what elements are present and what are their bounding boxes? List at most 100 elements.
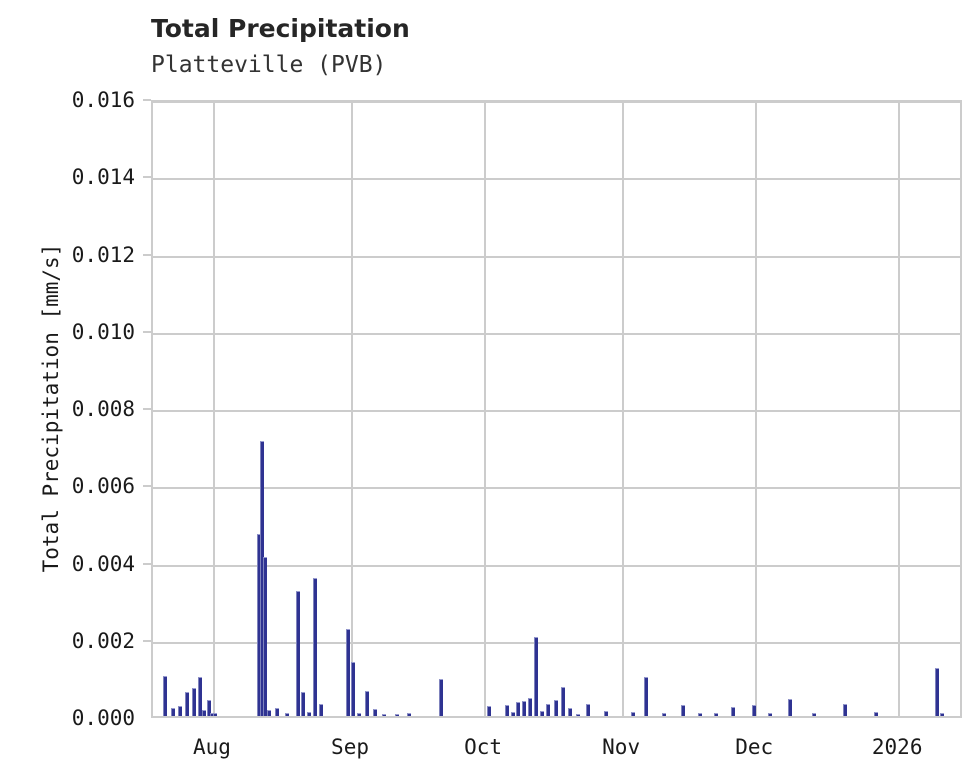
bar: [487, 705, 492, 716]
y-axis-tick-mark: [143, 562, 151, 565]
y-axis-tick-label: 0.006: [71, 474, 135, 499]
bar: [504, 704, 509, 716]
y-axis-tick-label: 0.000: [71, 706, 135, 730]
bar: [510, 712, 515, 716]
y-axis-tick-label: 0.014: [71, 165, 135, 190]
bar: [307, 712, 312, 716]
gridline-vertical: [351, 102, 354, 716]
bar: [202, 709, 207, 716]
bar: [346, 628, 351, 716]
bar: [350, 661, 355, 716]
bar: [603, 711, 608, 716]
plot-area: [151, 100, 962, 718]
bar: [516, 701, 521, 716]
gridline-vertical: [898, 102, 901, 716]
gridline-vertical: [622, 102, 625, 716]
gridline-horizontal: [153, 487, 960, 490]
bar: [295, 590, 300, 716]
y-axis-tick-label: 0.012: [71, 242, 135, 267]
bar: [568, 707, 573, 716]
bar: [285, 712, 290, 716]
bar: [662, 712, 667, 716]
bar: [644, 677, 649, 716]
y-axis-tick-mark: [143, 253, 151, 256]
bar: [767, 712, 772, 716]
bar: [356, 712, 361, 716]
bar: [178, 705, 183, 716]
gridline-horizontal: [153, 178, 960, 181]
bar: [213, 713, 217, 716]
x-axis-tick-label: Oct: [464, 735, 503, 759]
chart-subtitle: Platteville (PVB): [151, 52, 387, 78]
y-axis-tick-label: 0.004: [71, 551, 135, 576]
y-axis-tick-label: 0.016: [71, 88, 135, 112]
bar: [266, 709, 271, 716]
bar: [811, 712, 816, 716]
gridline-vertical: [212, 102, 215, 716]
bar: [209, 712, 214, 716]
bar: [381, 713, 386, 716]
gridline-horizontal: [153, 255, 960, 258]
bar: [873, 711, 878, 716]
gridline-horizontal: [153, 641, 960, 644]
bar: [275, 707, 280, 716]
y-axis-tick-mark: [143, 408, 151, 410]
gridline-horizontal: [153, 101, 960, 103]
y-axis-tick-mark: [143, 330, 151, 333]
bar: [731, 707, 736, 716]
gridline-vertical: [755, 102, 758, 716]
bar: [534, 636, 539, 716]
bar: [206, 700, 211, 716]
bar: [319, 704, 324, 716]
bar: [162, 675, 167, 716]
bar: [630, 711, 635, 716]
x-axis-tick-label: Dec: [735, 735, 774, 759]
bar: [752, 705, 757, 716]
gridline-horizontal: [153, 410, 960, 412]
bar: [198, 677, 203, 716]
bar: [522, 700, 526, 716]
bar: [545, 703, 550, 716]
bar: [395, 714, 400, 716]
bar: [256, 533, 261, 716]
x-axis-tick-label: 2026: [871, 735, 923, 759]
gridline-horizontal: [153, 564, 960, 567]
x-axis-tick-label: Aug: [193, 735, 231, 759]
bar: [553, 700, 558, 716]
y-axis-tick-mark: [143, 639, 151, 642]
bar: [940, 713, 945, 716]
gridline-vertical: [484, 102, 487, 716]
bar: [680, 704, 685, 716]
y-axis-tick-label: 0.002: [71, 628, 135, 653]
bar: [575, 713, 580, 716]
bar: [191, 687, 196, 716]
bar: [263, 557, 268, 716]
bar: [184, 692, 189, 716]
bar: [365, 690, 370, 716]
y-axis-tick-label: 0.010: [71, 319, 135, 344]
bar: [714, 712, 719, 716]
bar: [843, 704, 848, 716]
y-axis-tick-label: 0.008: [71, 397, 135, 421]
bar: [527, 698, 532, 716]
bar: [170, 707, 175, 716]
bar: [406, 712, 411, 716]
bar: [312, 577, 317, 716]
y-axis-tick-mark: [143, 99, 151, 101]
x-axis-tick-label: Sep: [331, 735, 369, 759]
bar: [260, 441, 265, 716]
gridline-horizontal: [153, 332, 960, 335]
bar: [560, 687, 565, 716]
bar: [372, 709, 377, 716]
bar: [301, 692, 306, 716]
bar: [788, 698, 792, 716]
page-title: Total Precipitation: [151, 14, 410, 43]
bar: [539, 710, 544, 716]
bar: [586, 704, 591, 716]
bar: [697, 713, 702, 716]
bar: [439, 678, 444, 716]
bar: [934, 667, 939, 716]
